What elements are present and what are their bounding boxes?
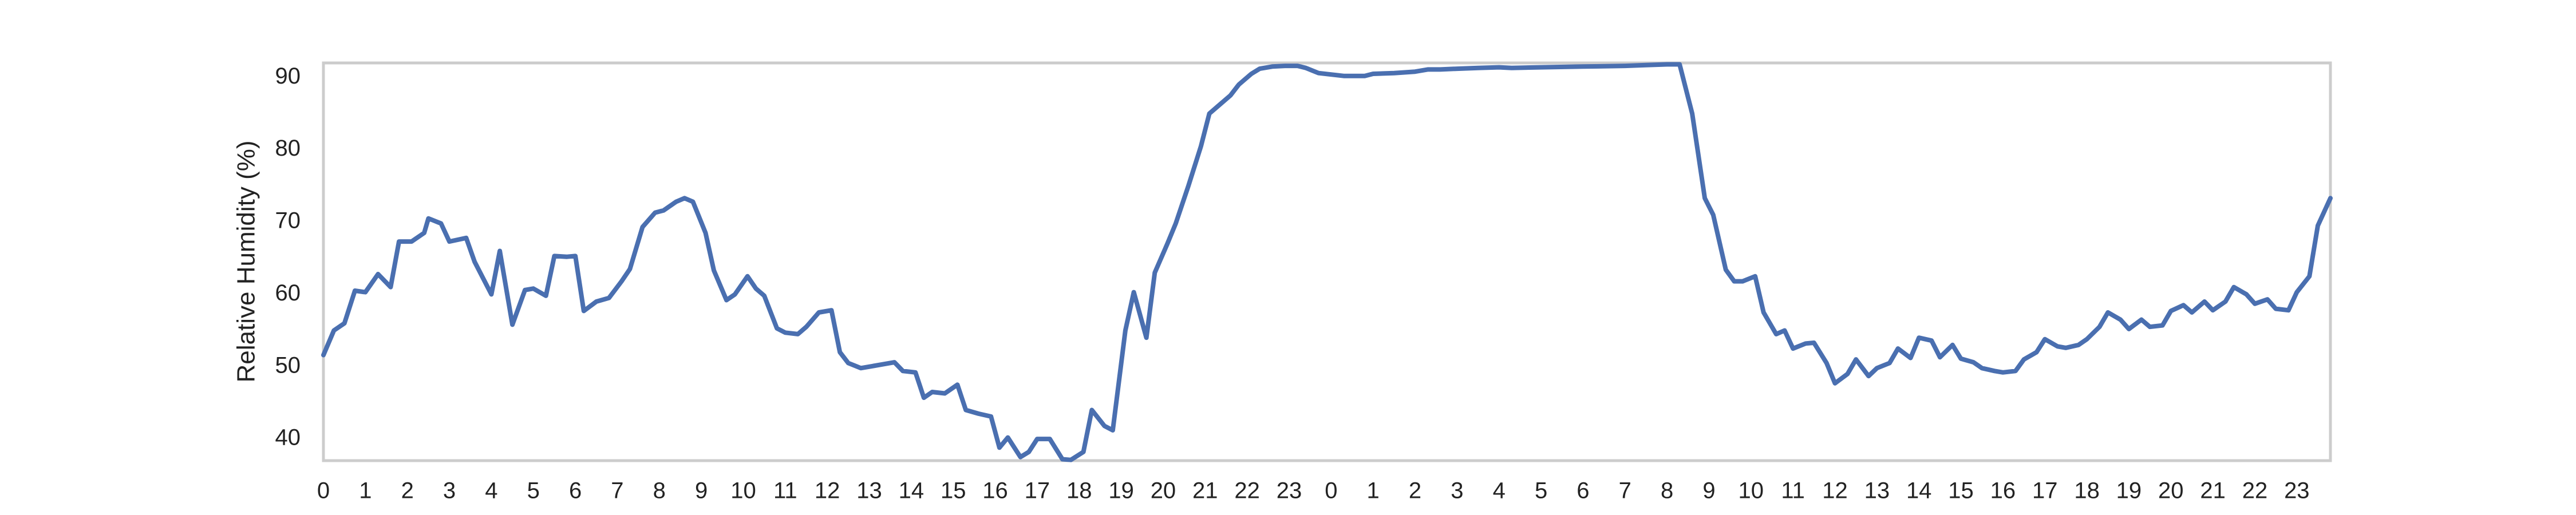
x-tick-label: 23 — [1277, 478, 1302, 504]
x-tick-label: 11 — [1781, 478, 1805, 504]
x-tick-label: 17 — [1025, 478, 1050, 504]
x-tick-label: 16 — [982, 478, 1008, 504]
x-tick-label: 7 — [1619, 478, 1631, 504]
x-tick-label: 3 — [1451, 478, 1463, 504]
x-tick-label: 0 — [1325, 478, 1337, 504]
y-tick-label: 70 — [275, 208, 301, 233]
x-tick-label: 19 — [2116, 478, 2142, 504]
x-tick-label: 1 — [359, 478, 372, 504]
x-tick-label: 5 — [527, 478, 540, 504]
y-tick-label: 90 — [275, 64, 301, 89]
x-tick-label: 10 — [1739, 478, 1764, 504]
x-tick-label: 23 — [2284, 478, 2310, 504]
x-tick-label: 8 — [653, 478, 666, 504]
x-tick-label: 5 — [1535, 478, 1547, 504]
x-tick-label: 4 — [485, 478, 497, 504]
y-tick-label: 80 — [275, 136, 301, 161]
x-tick-label: 21 — [2200, 478, 2226, 504]
x-tick-label: 13 — [856, 478, 882, 504]
y-tick-label: 50 — [275, 352, 301, 378]
x-tick-label: 15 — [1948, 478, 1974, 504]
x-tick-label: 17 — [2032, 478, 2058, 504]
x-tick-label: 7 — [611, 478, 623, 504]
x-tick-label: 20 — [1151, 478, 1176, 504]
humidity-line — [321, 62, 2333, 462]
x-tick-label: 15 — [941, 478, 966, 504]
x-tick-label: 10 — [730, 478, 756, 504]
y-tick-label: 40 — [275, 425, 301, 450]
x-tick-label: 22 — [1234, 478, 1260, 504]
x-tick-label: 3 — [443, 478, 456, 504]
x-tick-label: 14 — [899, 478, 924, 504]
x-tick-label: 13 — [1864, 478, 1890, 504]
x-tick-label: 2 — [401, 478, 414, 504]
x-tick-label: 18 — [2074, 478, 2100, 504]
x-tick-label: 20 — [2158, 478, 2184, 504]
x-tick-label: 4 — [1493, 478, 1506, 504]
x-tick-label: 1 — [1367, 478, 1380, 504]
x-tick-label: 11 — [773, 478, 797, 504]
x-tick-label: 18 — [1066, 478, 1092, 504]
x-tick-label: 9 — [695, 478, 708, 504]
x-tick-label: 19 — [1108, 478, 1134, 504]
y-axis-label: Relative Humidity (%) — [232, 141, 260, 383]
x-tick-label: 6 — [569, 478, 582, 504]
plot-frame — [322, 61, 2332, 462]
x-tick-label: 14 — [1906, 478, 1932, 504]
x-tick-label: 8 — [1661, 478, 1673, 504]
x-tick-label: 2 — [1409, 478, 1421, 504]
x-tick-label: 16 — [1990, 478, 2016, 504]
x-tick-label: 9 — [1702, 478, 1715, 504]
x-tick-label: 6 — [1577, 478, 1589, 504]
x-tick-label: 21 — [1192, 478, 1218, 504]
y-tick-label: 60 — [275, 280, 301, 306]
x-tick-label: 22 — [2242, 478, 2268, 504]
x-tick-label: 12 — [1822, 478, 1848, 504]
x-tick-label: 0 — [317, 478, 330, 504]
x-tick-label: 12 — [815, 478, 840, 504]
